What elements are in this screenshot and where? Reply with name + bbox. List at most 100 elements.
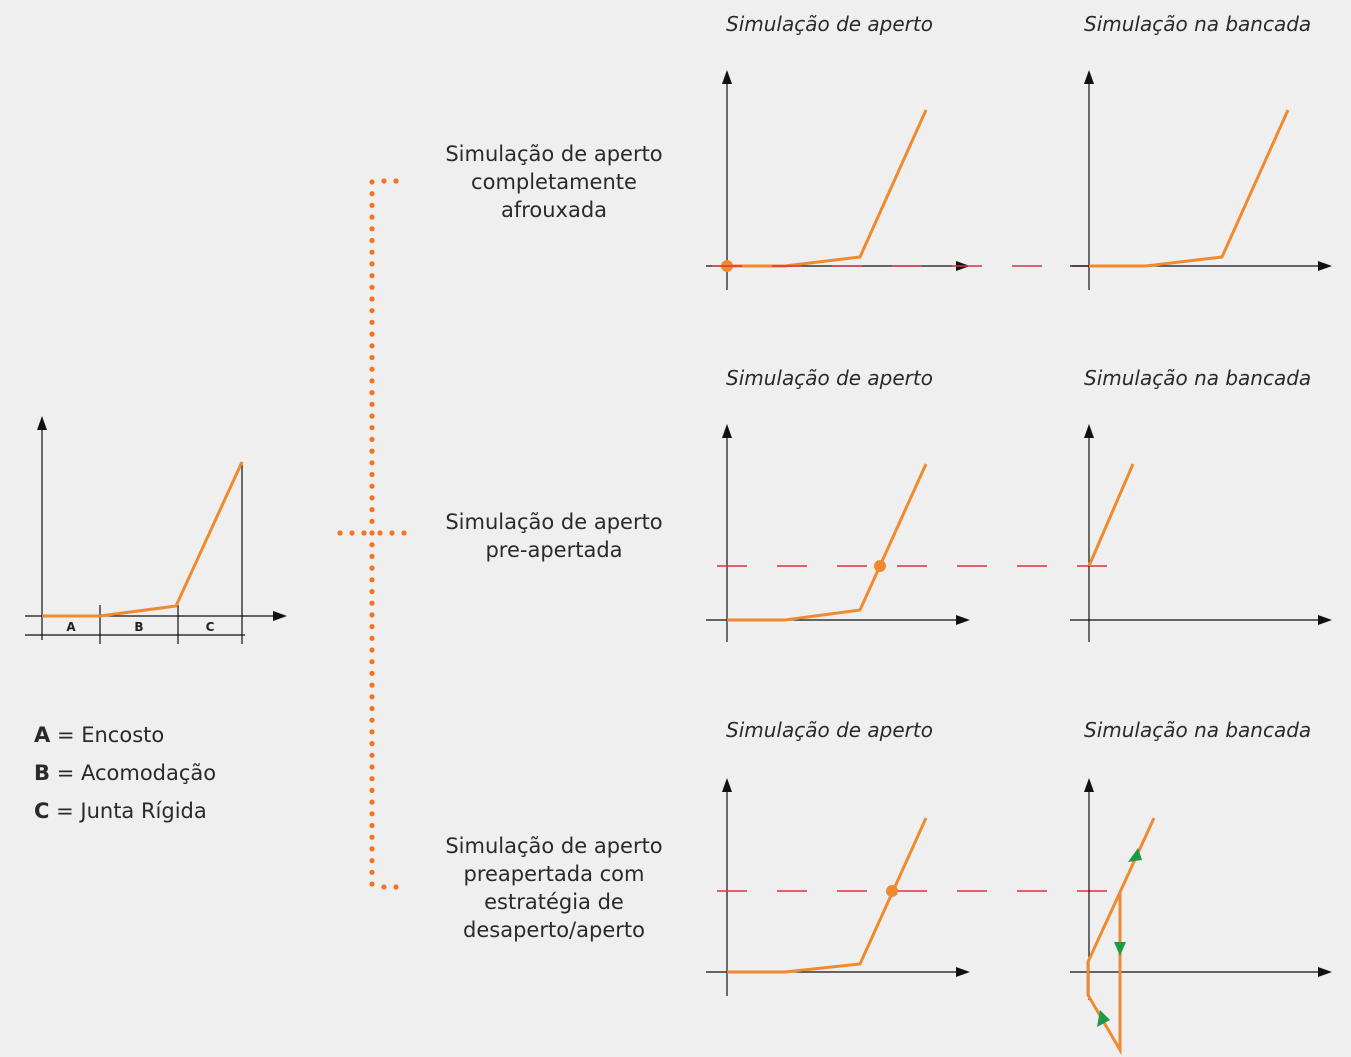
row-2-label-line: Simulação de aperto <box>445 510 663 534</box>
curve <box>1087 463 1135 567</box>
legend-key: C <box>34 799 50 823</box>
connector-dot <box>369 308 375 314</box>
connector-dot <box>369 565 375 571</box>
connector-dot <box>369 425 375 431</box>
direction-arrow-down <box>1114 942 1126 956</box>
connector-dot <box>369 811 375 817</box>
connector-dot <box>369 717 375 723</box>
row-2-bench-chart <box>1070 424 1332 642</box>
connector-dot <box>377 530 383 536</box>
connector-dot <box>369 319 375 325</box>
connector-dot <box>369 542 375 548</box>
connector-dot <box>369 214 375 220</box>
row-3-label-line: estratégia de <box>484 890 624 914</box>
legend-text: = Junta Rígida <box>56 799 207 823</box>
row-1-label-line: Simulação de aperto <box>445 142 663 166</box>
connector-dot <box>369 261 375 267</box>
row-1-label-line: completamente <box>471 170 637 194</box>
connector-dot <box>381 884 387 890</box>
legend-key: B <box>34 761 51 785</box>
connector-dot <box>369 390 375 396</box>
connector-dot <box>369 635 375 641</box>
row-2-operating-point <box>874 560 886 572</box>
connector-dot <box>369 624 375 630</box>
direction-arrow-up-lower <box>1097 1010 1110 1027</box>
connector-dot <box>369 612 375 618</box>
connector-dot <box>369 191 375 197</box>
connector-dot <box>369 881 375 887</box>
header-tightening-row3: Simulação de aperto <box>726 718 933 742</box>
connector-dot <box>369 659 375 665</box>
connector-dot <box>381 178 387 184</box>
legend-item-a: A = Encosto <box>34 716 216 754</box>
connector-dot <box>369 273 375 279</box>
direction-arrow-up <box>1128 848 1142 862</box>
row-3-label: Simulação de aperto preapertada com estr… <box>424 832 684 944</box>
row-1-bench-chart <box>1070 70 1332 290</box>
row-3-bench-chart <box>1070 778 1332 1056</box>
connector-dot <box>369 869 375 875</box>
hysteresis-curve <box>1086 817 1156 1056</box>
row-2-tightening-chart <box>706 424 970 642</box>
legend-text: = Acomodação <box>56 761 217 785</box>
connector-dot <box>369 764 375 770</box>
segment-label-c: C <box>206 620 215 634</box>
row-1-label-line: afrouxada <box>500 198 608 222</box>
connector-dot <box>369 553 375 560</box>
connector-dot <box>393 884 399 890</box>
connector-dot <box>369 577 375 583</box>
connector-dot <box>369 530 375 536</box>
ref-x-arrow <box>273 611 287 621</box>
ref-y-arrow <box>37 416 47 430</box>
connector-dot <box>369 331 375 337</box>
connector-dot <box>369 670 375 677</box>
row-3-operating-point <box>886 885 898 897</box>
legend-text: = Encosto <box>56 723 165 747</box>
connector-dot <box>369 448 375 454</box>
connector-dot <box>369 296 375 302</box>
connector-dot <box>369 401 375 407</box>
connector-dot <box>393 178 399 184</box>
connector-dot <box>369 846 375 852</box>
connector-dot <box>369 226 375 232</box>
connector-dot <box>337 530 343 536</box>
connector-dot <box>369 799 375 805</box>
connector-dot <box>369 752 375 758</box>
connector-dot <box>401 530 407 536</box>
connector-dot <box>369 436 375 442</box>
connector-dot <box>369 460 375 466</box>
connector-dot <box>349 530 355 536</box>
connector-dot <box>369 834 375 840</box>
connector-dot <box>369 822 375 829</box>
header-tightening-row2: Simulação de aperto <box>726 366 933 390</box>
row-2-label: Simulação de aperto pre-apertada <box>424 508 684 564</box>
connector-dot <box>369 600 375 606</box>
row-3-label-line: Simulação de aperto <box>445 834 663 858</box>
connector-dot <box>369 249 375 255</box>
connector-dot <box>369 729 375 735</box>
connector-dot <box>369 495 375 501</box>
row-3-tightening-chart <box>706 778 970 996</box>
curve <box>727 109 928 268</box>
connector-dot <box>369 237 375 244</box>
row-3-label-line: preapertada com <box>463 862 645 886</box>
connector-dot <box>369 471 375 478</box>
connector-dot <box>369 787 375 794</box>
row-1-tightening-chart <box>706 70 970 290</box>
connector-dot <box>369 343 375 349</box>
dotted-connector <box>337 178 407 890</box>
connector-dot <box>369 518 375 524</box>
connector-dot <box>369 354 375 361</box>
connector-dot <box>369 378 375 384</box>
header-bench-row3: Simulação na bancada <box>1084 718 1312 742</box>
header-tightening-row1: Simulação de aperto <box>726 12 933 36</box>
segment-label-b: B <box>134 620 143 634</box>
row-1-label: Simulação de aperto completamente afroux… <box>424 140 684 224</box>
ref-curve <box>42 461 244 618</box>
curve <box>1089 109 1290 268</box>
connector-dot <box>369 507 375 513</box>
connector-dot <box>369 647 375 653</box>
row-2-label-line: pre-apertada <box>485 538 623 562</box>
connector-dot <box>369 483 375 489</box>
